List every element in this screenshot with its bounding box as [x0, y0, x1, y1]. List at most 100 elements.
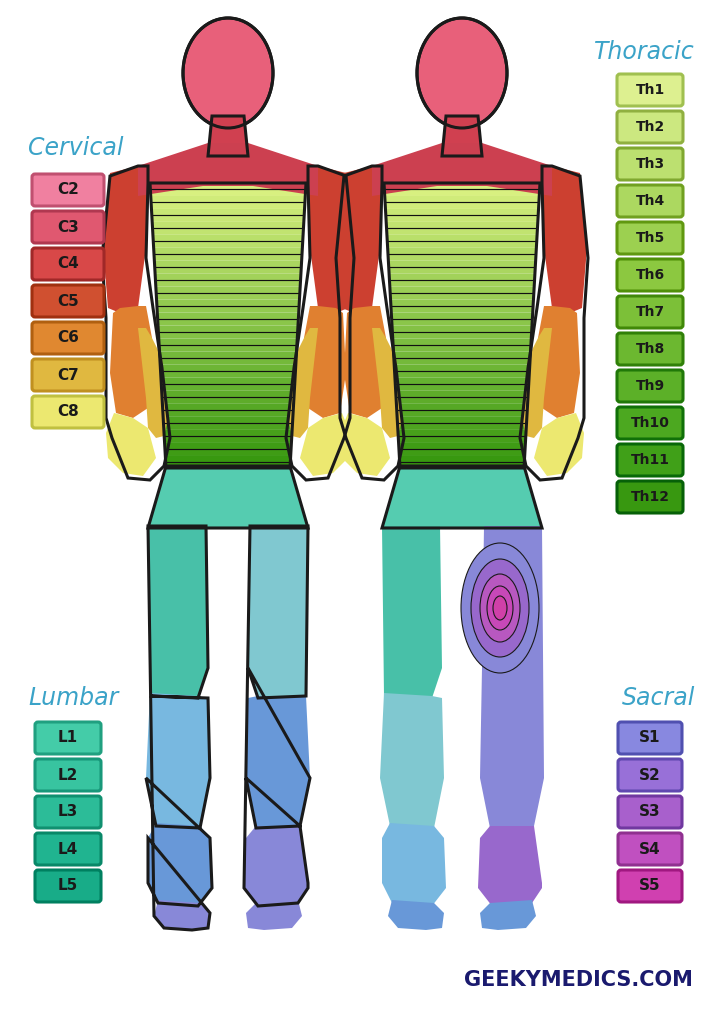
Text: S4: S4 [639, 842, 661, 856]
Text: GEEKYMEDICS.COM: GEEKYMEDICS.COM [464, 970, 693, 990]
Polygon shape [394, 365, 530, 377]
FancyBboxPatch shape [618, 870, 682, 902]
Polygon shape [106, 413, 156, 476]
Polygon shape [163, 416, 293, 429]
Polygon shape [538, 306, 580, 418]
Text: L5: L5 [58, 879, 78, 894]
Text: C6: C6 [57, 331, 79, 345]
FancyBboxPatch shape [617, 185, 683, 217]
Text: Th11: Th11 [630, 453, 670, 467]
Polygon shape [158, 326, 298, 339]
Polygon shape [110, 306, 152, 418]
Text: Th2: Th2 [635, 120, 665, 134]
Polygon shape [385, 196, 539, 209]
Polygon shape [380, 693, 444, 828]
FancyBboxPatch shape [32, 359, 104, 391]
Text: L1: L1 [58, 730, 78, 745]
Text: C8: C8 [57, 404, 79, 420]
Polygon shape [246, 900, 302, 930]
Polygon shape [165, 442, 292, 455]
Polygon shape [372, 143, 552, 196]
Polygon shape [387, 234, 537, 248]
Ellipse shape [461, 543, 539, 673]
Text: Th6: Th6 [635, 268, 665, 282]
Polygon shape [391, 312, 533, 326]
Polygon shape [163, 403, 294, 416]
FancyBboxPatch shape [617, 444, 683, 476]
Polygon shape [388, 900, 444, 930]
Polygon shape [150, 196, 305, 209]
FancyBboxPatch shape [618, 796, 682, 828]
Text: Th8: Th8 [635, 342, 665, 356]
FancyBboxPatch shape [617, 74, 683, 106]
FancyBboxPatch shape [617, 259, 683, 291]
Polygon shape [160, 351, 297, 365]
Polygon shape [390, 287, 534, 300]
Text: Th3: Th3 [635, 157, 665, 171]
Text: Th10: Th10 [630, 416, 670, 430]
Polygon shape [244, 826, 308, 906]
Polygon shape [382, 526, 442, 698]
Ellipse shape [471, 559, 529, 657]
Polygon shape [478, 826, 542, 906]
Polygon shape [148, 526, 208, 698]
Polygon shape [399, 442, 525, 455]
Polygon shape [396, 403, 528, 416]
Polygon shape [304, 306, 346, 418]
Polygon shape [399, 455, 525, 468]
Text: Th1: Th1 [635, 83, 665, 97]
FancyBboxPatch shape [32, 285, 104, 317]
Polygon shape [138, 328, 168, 438]
FancyBboxPatch shape [618, 722, 682, 754]
FancyBboxPatch shape [617, 333, 683, 365]
Text: Th7: Th7 [635, 305, 665, 319]
Polygon shape [389, 273, 535, 287]
Polygon shape [159, 339, 297, 351]
Polygon shape [384, 183, 540, 196]
FancyBboxPatch shape [35, 759, 101, 791]
Polygon shape [248, 526, 308, 698]
Polygon shape [396, 390, 528, 403]
Text: C3: C3 [57, 219, 79, 234]
Polygon shape [382, 466, 542, 528]
Polygon shape [154, 900, 210, 930]
Polygon shape [158, 312, 299, 326]
Polygon shape [398, 429, 526, 442]
Ellipse shape [183, 18, 273, 128]
Text: Th9: Th9 [635, 379, 665, 393]
FancyBboxPatch shape [32, 174, 104, 206]
Polygon shape [480, 526, 544, 828]
Polygon shape [150, 183, 306, 196]
Polygon shape [442, 116, 482, 156]
FancyBboxPatch shape [35, 722, 101, 754]
Polygon shape [138, 143, 318, 196]
Polygon shape [146, 693, 210, 828]
Polygon shape [388, 248, 536, 261]
Polygon shape [288, 328, 318, 438]
Polygon shape [386, 209, 538, 222]
FancyBboxPatch shape [617, 370, 683, 402]
Polygon shape [165, 455, 291, 468]
Text: S3: S3 [639, 805, 661, 819]
FancyBboxPatch shape [617, 481, 683, 513]
Polygon shape [155, 273, 301, 287]
Text: C4: C4 [57, 256, 79, 271]
Polygon shape [246, 696, 310, 828]
Polygon shape [161, 377, 295, 390]
Polygon shape [156, 287, 300, 300]
Text: L4: L4 [58, 842, 78, 856]
Polygon shape [300, 413, 350, 476]
Polygon shape [392, 326, 532, 339]
Ellipse shape [487, 586, 513, 630]
Text: L3: L3 [58, 805, 78, 819]
Polygon shape [148, 823, 212, 906]
Text: S1: S1 [640, 730, 661, 745]
Polygon shape [337, 166, 382, 313]
Polygon shape [103, 166, 148, 313]
FancyBboxPatch shape [617, 148, 683, 180]
Polygon shape [164, 429, 292, 442]
Text: Sacral: Sacral [622, 686, 695, 710]
Ellipse shape [493, 596, 507, 620]
Text: Cervical: Cervical [28, 136, 123, 160]
Text: Th5: Th5 [635, 231, 665, 245]
